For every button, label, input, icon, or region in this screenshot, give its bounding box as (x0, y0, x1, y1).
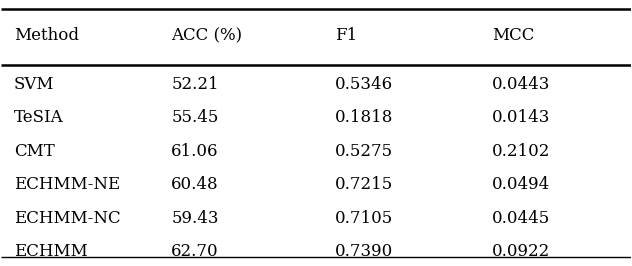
Text: 0.0143: 0.0143 (492, 109, 550, 126)
Text: 61.06: 61.06 (171, 143, 219, 160)
Text: ECHMM-NC: ECHMM-NC (14, 210, 121, 227)
Text: 0.7390: 0.7390 (335, 243, 393, 260)
Text: ACC (%): ACC (%) (171, 27, 243, 44)
Text: 0.0922: 0.0922 (492, 243, 550, 260)
Text: MCC: MCC (492, 27, 535, 44)
Text: 0.7105: 0.7105 (335, 210, 393, 227)
Text: 55.45: 55.45 (171, 109, 219, 126)
Text: 0.5275: 0.5275 (335, 143, 393, 160)
Text: 0.1818: 0.1818 (335, 109, 393, 126)
Text: 0.0494: 0.0494 (492, 176, 550, 193)
Text: CMT: CMT (14, 143, 55, 160)
Text: 60.48: 60.48 (171, 176, 219, 193)
Text: SVM: SVM (14, 76, 54, 93)
Text: 0.7215: 0.7215 (335, 176, 393, 193)
Text: 0.0445: 0.0445 (492, 210, 550, 227)
Text: 59.43: 59.43 (171, 210, 219, 227)
Text: 62.70: 62.70 (171, 243, 219, 260)
Text: ECHMM: ECHMM (14, 243, 88, 260)
Text: F1: F1 (335, 27, 357, 44)
Text: 0.5346: 0.5346 (335, 76, 393, 93)
Text: 0.2102: 0.2102 (492, 143, 550, 160)
Text: ECHMM-NE: ECHMM-NE (14, 176, 120, 193)
Text: Method: Method (14, 27, 79, 44)
Text: 52.21: 52.21 (171, 76, 219, 93)
Text: TeSIA: TeSIA (14, 109, 64, 126)
Text: 0.0443: 0.0443 (492, 76, 550, 93)
